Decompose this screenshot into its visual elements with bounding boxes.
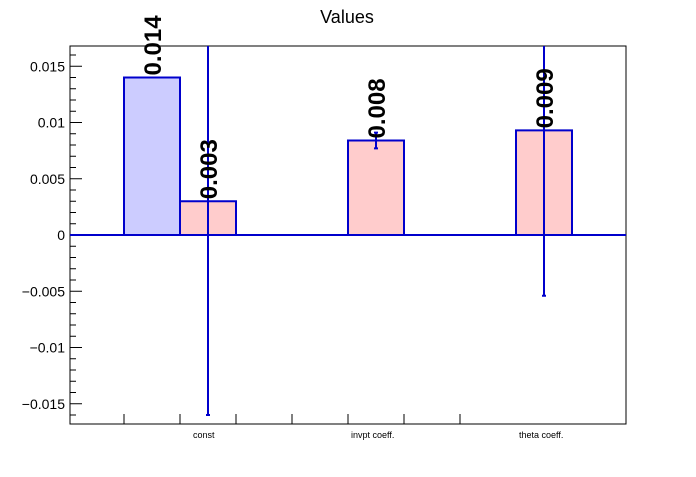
y-tick-label: −0.015 [22,396,65,412]
y-tick-label: −0.005 [22,283,65,299]
y-tick-label: −0.01 [30,340,66,356]
bar [347,139,405,236]
x-category-label: invpt coeff. [351,430,394,440]
x-category-label: theta coeff. [519,430,563,440]
data-label: 0.008 [364,78,391,138]
bar [123,76,181,236]
plot-area: −0.015 −0.01 −0.005 0 0.005 0.01 0.015 const inv… [22,15,627,440]
y-tick-label: 0.005 [30,171,65,187]
data-label: 0.003 [196,139,223,199]
x-category-label: const [193,430,215,440]
y-tick-label: 0.01 [38,115,65,131]
y-tick-label: 0.015 [30,58,65,74]
data-label: 0.014 [140,15,167,76]
y-tick-label: 0 [57,227,65,243]
data-label: 0.009 [532,68,559,128]
chart-title: Values [320,7,374,27]
